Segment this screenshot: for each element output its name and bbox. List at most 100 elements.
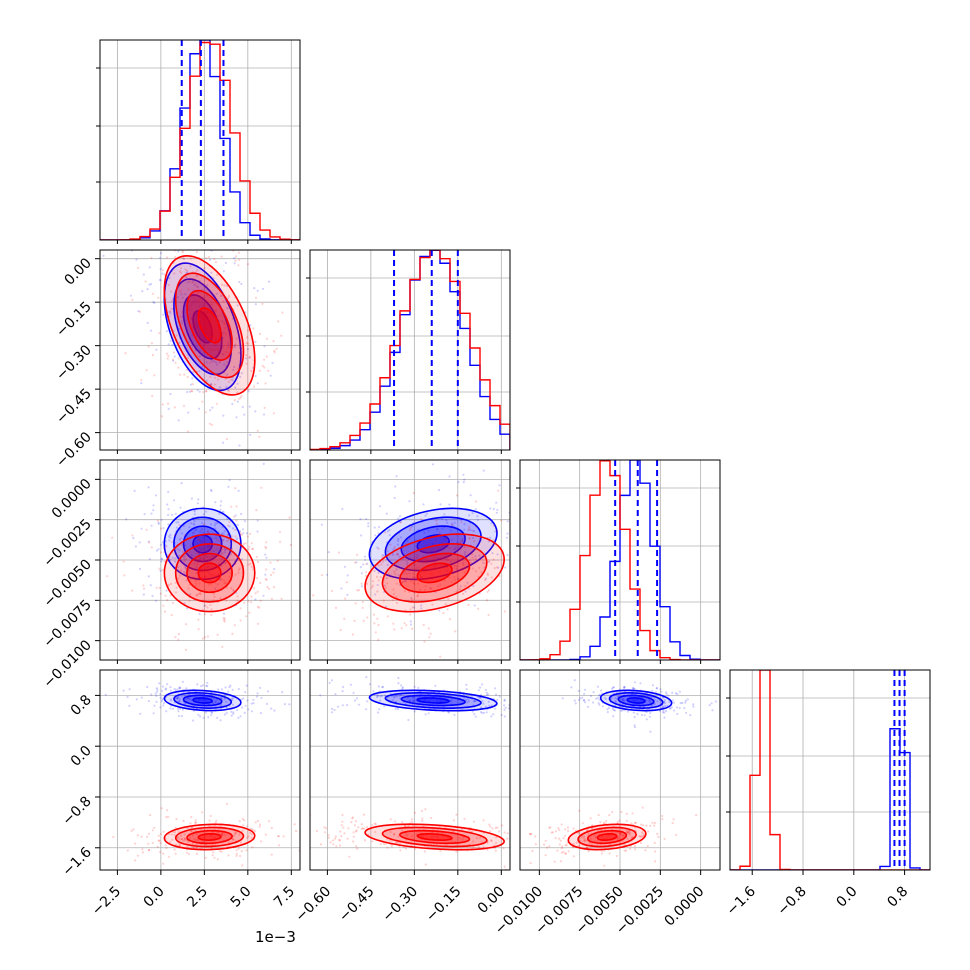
scatter-point — [258, 435, 261, 438]
scatter-point — [632, 699, 636, 703]
contour-line — [173, 692, 233, 709]
scatter-point — [484, 562, 487, 565]
scatter-point — [430, 836, 433, 839]
scatter-point — [157, 548, 160, 551]
contour-line — [173, 278, 233, 376]
scatter-point — [476, 515, 479, 518]
scatter-point — [192, 531, 195, 534]
scatter-point — [487, 700, 490, 704]
scatter-point — [419, 576, 422, 579]
scatter-point — [448, 570, 451, 573]
scatter-point — [403, 580, 406, 583]
scatter-point — [250, 601, 253, 604]
scatter-point — [203, 317, 206, 320]
scatter-point — [250, 542, 253, 545]
scatter-point — [448, 475, 451, 478]
scatter-point — [233, 399, 236, 402]
scatter-point — [655, 687, 659, 690]
scatter-point — [492, 558, 495, 561]
scatter-point — [206, 681, 209, 685]
scatter-point — [216, 716, 219, 720]
scatter-point — [231, 632, 234, 636]
scatter-point — [156, 688, 159, 691]
scatter-point — [186, 607, 189, 610]
scatter-point — [331, 589, 334, 593]
scatter-point — [423, 640, 426, 643]
scatter-point — [325, 827, 328, 830]
scatter-point — [179, 373, 182, 376]
scatter-point — [187, 697, 190, 700]
scatter-point — [404, 847, 408, 850]
scatter-point — [137, 310, 140, 313]
scatter-point — [482, 819, 485, 822]
scatter-point — [420, 834, 423, 837]
contour-line — [368, 689, 498, 712]
scatter-point — [209, 603, 212, 607]
scatter-point — [327, 836, 330, 840]
scatter-point — [678, 706, 681, 710]
scatter-point — [412, 581, 415, 584]
scatter-point — [445, 538, 448, 541]
scatter-point — [194, 821, 197, 824]
scatter-point — [371, 584, 374, 587]
scatter-point — [281, 311, 284, 314]
scatter-point — [180, 715, 183, 718]
scatter-point — [153, 374, 156, 377]
scatter-point — [403, 824, 406, 827]
scatter-point — [663, 701, 666, 704]
scatter-point — [207, 256, 210, 259]
scatter-point — [434, 684, 437, 687]
scatter-point — [346, 574, 349, 577]
scatter-point — [438, 609, 441, 612]
scatter-point — [195, 852, 198, 856]
scatter-point — [215, 339, 218, 342]
scatter-point — [560, 847, 563, 850]
scatter-point — [156, 690, 159, 694]
scatter-point — [471, 556, 474, 559]
scatter-point — [230, 710, 233, 714]
scatter-point — [177, 357, 180, 360]
scatter-point — [473, 700, 476, 703]
scatter-point — [625, 849, 628, 852]
scatter-point — [165, 710, 168, 713]
scatter-point — [463, 523, 466, 526]
scatter-point — [244, 691, 247, 694]
scatter-point — [661, 818, 664, 821]
scatter-point — [455, 850, 458, 853]
scatter-point — [380, 695, 383, 698]
scatter-point — [223, 620, 226, 623]
scatter-point — [464, 551, 467, 554]
scatter-point — [320, 574, 324, 577]
scatter-point — [607, 706, 611, 710]
scatter-point — [427, 699, 430, 703]
scatter-point — [599, 820, 602, 824]
contour-line — [586, 829, 628, 845]
scatter-point — [230, 535, 233, 538]
scatter-point — [374, 534, 377, 537]
scatter-point — [447, 558, 450, 562]
scatter-point — [379, 576, 382, 579]
scatter-point — [204, 411, 208, 414]
scatter-point — [187, 852, 190, 856]
scatter-point — [206, 566, 209, 569]
scatter-point — [367, 522, 370, 525]
scatter-point — [331, 839, 335, 842]
scatter-point — [247, 388, 250, 391]
contour-line — [381, 543, 488, 603]
scatter-point — [439, 557, 442, 560]
scatter-point — [235, 505, 238, 508]
scatter-point — [243, 413, 246, 416]
scatter-point — [203, 523, 206, 526]
scatter-point — [149, 282, 153, 286]
scatter-point — [222, 538, 225, 541]
scatter-point — [225, 351, 228, 354]
scatter-point — [189, 257, 192, 260]
scatter-point — [619, 832, 622, 835]
scatter-point — [270, 707, 273, 710]
scatter-point — [408, 528, 412, 532]
scatter-point — [612, 708, 615, 712]
scatter-point — [424, 713, 427, 716]
scatter-point — [169, 533, 172, 537]
scatter-point — [199, 593, 202, 596]
scatter-point — [254, 598, 257, 601]
